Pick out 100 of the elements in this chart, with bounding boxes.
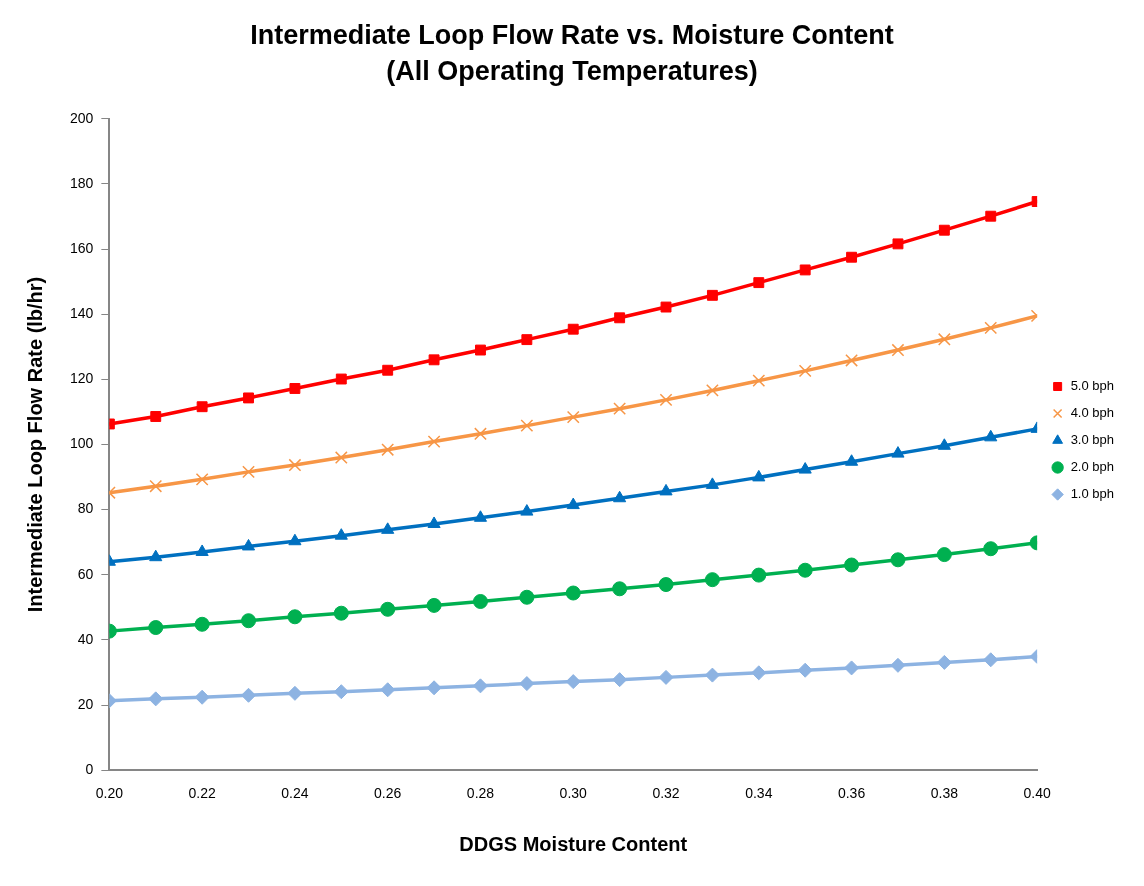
point: [567, 323, 579, 335]
point: [844, 557, 860, 573]
point: [380, 601, 396, 617]
point: [797, 662, 813, 678]
x-tick-label: 0.38: [930, 785, 959, 802]
point: [243, 392, 254, 404]
point: [241, 538, 256, 551]
point: [242, 465, 255, 479]
point: [519, 589, 535, 605]
point: [472, 593, 488, 609]
point: [566, 497, 580, 510]
x-tick-label: 0.34: [745, 785, 773, 802]
y-tick-label: 100: [70, 435, 94, 452]
point: [938, 224, 950, 236]
x-tick-label: 0.32: [652, 785, 680, 802]
legend-label: 2.0 bph: [1070, 459, 1114, 475]
point: [892, 238, 904, 250]
legend-label: 4.0 bph: [1070, 405, 1114, 421]
point: [287, 609, 303, 625]
point: [427, 435, 441, 448]
point: [753, 277, 765, 289]
point: [613, 490, 627, 503]
point: [334, 528, 348, 540]
y-tick-label: 0: [85, 761, 94, 778]
point: [150, 411, 162, 422]
point: [937, 332, 951, 346]
x-tick-label: 0.24: [281, 785, 309, 802]
chart-title: Intermediate Loop Flow Rate vs. Moisture Content: [250, 19, 894, 50]
point: [751, 665, 767, 681]
point: [194, 616, 210, 632]
point: [335, 373, 347, 385]
point: [520, 419, 534, 433]
y-tick-label: 80: [77, 500, 94, 517]
point: [148, 691, 164, 707]
legend-label: 5.0 bph: [1070, 378, 1114, 394]
point: [521, 334, 533, 346]
point: [797, 562, 813, 578]
point: [799, 264, 811, 276]
legend-label: 3.0 bph: [1070, 432, 1114, 448]
x-tick-label: 0.26: [374, 785, 402, 802]
x-tick-label: 0.22: [188, 785, 216, 802]
point: [706, 289, 718, 301]
point: [334, 451, 348, 464]
point: [241, 687, 257, 703]
point: [891, 446, 905, 458]
point: [288, 458, 302, 472]
point: [846, 251, 858, 263]
point: [382, 364, 394, 376]
point: [194, 689, 210, 705]
point: [241, 613, 257, 629]
point: [565, 585, 581, 601]
point: [798, 462, 812, 474]
y-tick-label: 40: [77, 630, 94, 647]
point: [659, 393, 673, 407]
point: [380, 682, 396, 698]
point: [195, 544, 209, 556]
legend-label: 1.0 bph: [1070, 486, 1114, 502]
y-axis-title: Intermediate Loop Flow Rate (lb/hr): [23, 276, 46, 613]
point: [658, 577, 674, 593]
point: [195, 472, 209, 486]
point: [705, 477, 719, 489]
point: [474, 427, 487, 441]
point: [706, 384, 719, 397]
x-tick-label: 0.28: [466, 785, 495, 802]
point: [333, 605, 349, 621]
point: [891, 343, 905, 357]
y-tick-label: 200: [70, 109, 94, 126]
point: [149, 479, 163, 493]
point: [936, 654, 952, 670]
point: [196, 401, 208, 413]
point: [428, 354, 440, 366]
x-tick-label: 0.36: [837, 785, 866, 802]
y-tick-label: 160: [70, 239, 94, 256]
point: [148, 620, 164, 636]
point: [426, 680, 442, 696]
point: [983, 541, 999, 557]
y-tick-label: 140: [70, 305, 94, 322]
point: [475, 344, 486, 356]
point: [752, 469, 766, 482]
point: [704, 667, 720, 683]
point: [614, 312, 626, 324]
point: [519, 676, 535, 692]
point: [520, 504, 534, 516]
x-tick-label: 0.20: [95, 785, 124, 802]
point: [427, 516, 441, 528]
y-tick-label: 180: [70, 174, 94, 191]
point: [984, 321, 998, 335]
point: [798, 364, 812, 378]
point: [890, 657, 906, 673]
point: [937, 438, 951, 450]
x-tick-label: 0.30: [559, 785, 588, 802]
y-tick-label: 20: [77, 695, 94, 712]
point: [289, 383, 301, 394]
y-tick-label: 60: [77, 565, 94, 582]
point: [658, 669, 674, 685]
point: [890, 552, 906, 568]
point: [845, 354, 858, 367]
point: [473, 510, 488, 522]
point: [985, 210, 997, 222]
point: [660, 301, 672, 313]
